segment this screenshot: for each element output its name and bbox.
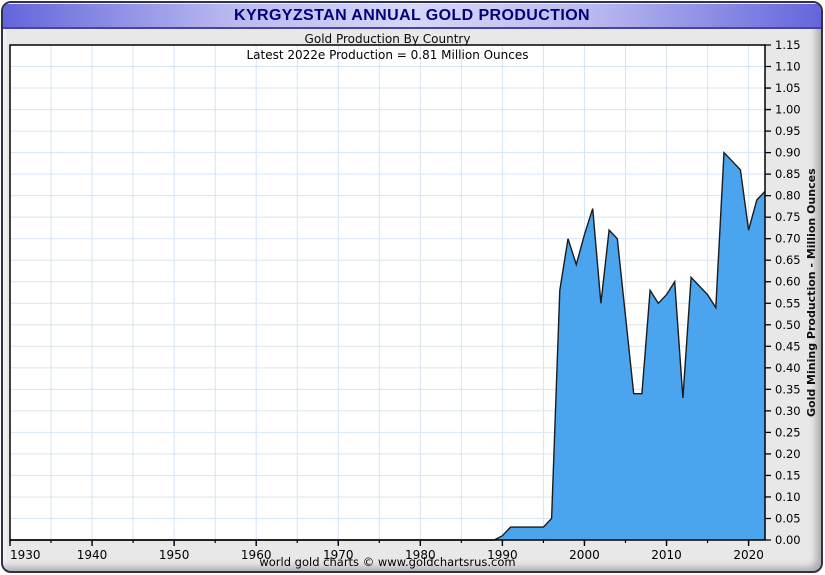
y-tick-label: 0.00 xyxy=(775,533,801,547)
chart-subtitle: Gold Production By Country xyxy=(304,31,471,46)
y-tick-label: 0.90 xyxy=(775,146,801,160)
x-tick-label: 1930 xyxy=(10,548,41,562)
y-tick-label: 0.35 xyxy=(775,382,801,396)
page-title: KYRGYZSTAN ANNUAL GOLD PRODUCTION xyxy=(233,6,590,24)
y-tick-label: 0.25 xyxy=(775,425,801,439)
y-tick-label: 0.45 xyxy=(775,339,801,353)
x-tick-label: 1940 xyxy=(77,548,108,562)
chart-plot: 0.00 0.05 0.10 0.15 0.20 0.25 0.30 0.35 0.40 0.45… xyxy=(9,38,801,562)
production-line xyxy=(10,150,766,541)
y-tick-label: 0.95 xyxy=(775,124,801,138)
x-tick-label: 2000 xyxy=(569,548,600,562)
x-tick-label: 2010 xyxy=(651,548,682,562)
y-tick-label: 0.60 xyxy=(775,275,801,289)
y-tick-label: 1.10 xyxy=(775,60,801,74)
x-tick-label: 2020 xyxy=(733,548,764,562)
latest-production-annotation: Latest 2022e Production = 0.81 Million O… xyxy=(246,48,529,62)
y-tick-label: 0.10 xyxy=(775,490,801,504)
y-tick-label: 0.30 xyxy=(775,404,801,418)
production-area-series xyxy=(10,152,765,540)
x-tick-label: 1950 xyxy=(159,548,190,562)
x-tick-label: 1970 xyxy=(323,548,354,562)
plot-border xyxy=(9,44,766,541)
y-tick-label: 0.75 xyxy=(775,210,801,224)
x-tick-label: 1980 xyxy=(405,548,436,562)
y-axis-title: Gold Mining Production - Million Ounces xyxy=(805,168,818,418)
x-tick-label: 1990 xyxy=(487,548,518,562)
y-tick-label: 0.40 xyxy=(775,361,801,375)
y-tick-label: 1.00 xyxy=(775,103,801,117)
x-tick-label: 1960 xyxy=(241,548,272,562)
y-tick-label: 0.20 xyxy=(775,447,801,461)
y-tick-label: 0.70 xyxy=(775,232,801,246)
y-tick-label: 0.85 xyxy=(775,167,801,181)
y-tick-label: 0.55 xyxy=(775,296,801,310)
y-tick-label: 1.15 xyxy=(775,38,801,52)
y-tick-label: 0.65 xyxy=(775,253,801,267)
chart-footer-credit: world gold charts © www.goldchartsrus.co… xyxy=(259,555,516,569)
y-tick-label: 0.80 xyxy=(775,189,801,203)
y-tick-label: 0.05 xyxy=(775,511,801,525)
y-tick-label: 1.05 xyxy=(775,81,801,95)
y-tick-label: 0.15 xyxy=(775,468,801,482)
title-bar: KYRGYZSTAN ANNUAL GOLD PRODUCTION xyxy=(3,3,821,29)
y-tick-label: 0.50 xyxy=(775,318,801,332)
